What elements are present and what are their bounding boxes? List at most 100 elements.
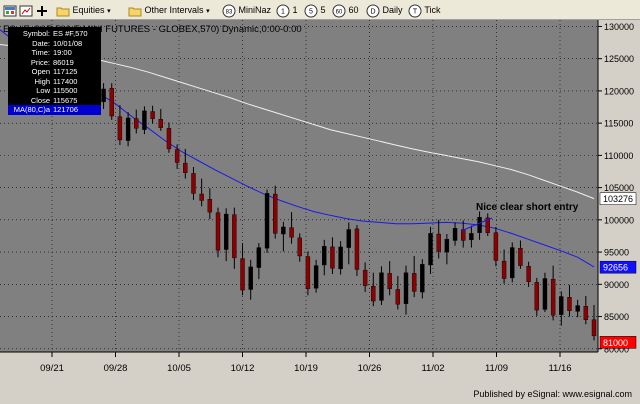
data-window-row: Price: 86019 — [8, 58, 101, 68]
chart-icon[interactable] — [19, 2, 33, 18]
data-window-key: Date: — [32, 38, 50, 48]
data-window-key: Low — [36, 86, 50, 95]
x-tick-label: 09/28 — [104, 363, 128, 374]
candle-body — [150, 111, 155, 119]
candle-body — [485, 217, 490, 233]
data-window-value: 86019 — [53, 57, 74, 67]
interval-icon: 1 — [276, 4, 290, 18]
candle-body — [411, 273, 417, 292]
candle-body — [444, 238, 450, 253]
candle-body — [117, 116, 123, 141]
candle-body — [354, 228, 360, 270]
candle-body — [289, 227, 294, 238]
data-window-value: 19:00 — [53, 48, 72, 57]
y-tick-label: 85000 — [604, 312, 629, 322]
candle-body — [436, 233, 441, 252]
svg-text:T: T — [413, 8, 418, 15]
candle-body — [101, 88, 106, 103]
data-window-value: ES #F,570 — [53, 29, 88, 38]
candle-body — [248, 266, 253, 290]
daily-label: Daily — [382, 5, 403, 15]
data-window-key: High — [34, 76, 50, 86]
svg-text:1: 1 — [281, 8, 285, 15]
candle-body — [395, 289, 401, 305]
interval-1-label: 1 — [292, 5, 298, 15]
data-window-key: Price: — [30, 57, 50, 67]
x-tick-label: 11/02 — [421, 363, 444, 374]
candle-body — [183, 162, 188, 173]
candle-body — [330, 246, 335, 269]
white-ma-tag-box — [599, 192, 637, 205]
candle-body — [518, 248, 523, 266]
data-window-value: 115500 — [53, 86, 78, 95]
last-price-tag-label: 81000 — [603, 338, 628, 348]
candle-body — [469, 233, 474, 241]
candle-body — [452, 228, 458, 241]
data-window-key: Symbol: — [22, 29, 50, 38]
svg-text:60: 60 — [336, 9, 343, 15]
interval-5-button[interactable]: 5 5 — [304, 2, 326, 18]
toolbar: Equities ▾ Other Intervals ▾ 83 MiniNaz … — [0, 0, 640, 20]
other-intervals-menu[interactable]: Other Intervals ▾ — [128, 2, 210, 18]
candle-body — [199, 193, 204, 201]
interval-1-button[interactable]: 1 1 — [276, 2, 298, 18]
candle-body — [191, 173, 196, 194]
candle-body — [346, 229, 351, 248]
x-tick-label: 11/09 — [485, 363, 508, 374]
add-icon[interactable] — [36, 2, 48, 18]
daily-button[interactable]: D Daily — [366, 2, 403, 18]
y-tick-label: 115000 — [604, 119, 633, 129]
candle-body — [232, 214, 237, 259]
data-window-row: Date: 10/01/08 — [8, 39, 101, 49]
y-tick-label: 90000 — [604, 280, 629, 290]
data-window-row: MA(80,C)a 121706 — [8, 105, 101, 115]
y-tick-label: 95000 — [604, 248, 629, 258]
footer: Published by eSignal: www.esignal.com — [0, 386, 640, 404]
candle-body — [493, 232, 499, 261]
candle-body — [559, 296, 564, 315]
candle-body — [215, 212, 221, 251]
candle-body — [264, 193, 270, 249]
candle-body — [371, 286, 376, 302]
page-setup-icon[interactable] — [3, 2, 17, 18]
candle-body — [305, 256, 311, 290]
price-tags: 103276 92656 81000 — [599, 192, 637, 349]
last-price-tag-box — [599, 336, 637, 349]
chevron-down-icon: ▾ — [206, 8, 210, 15]
equities-label: Equities — [72, 5, 105, 15]
candle-body — [591, 319, 597, 337]
tick-button[interactable]: T Tick — [408, 2, 441, 18]
y-tick-label: 120000 — [604, 86, 634, 96]
data-window[interactable]: Symbol: ES #F,570 Date: 10/01/08 Time: 19:00 P… — [8, 27, 101, 115]
tick-icon: T — [408, 4, 422, 18]
candle-body — [281, 226, 286, 235]
x-tick-label: 11/16 — [548, 363, 571, 374]
y-tick-label: 80000 — [604, 344, 629, 354]
candle-body — [379, 272, 384, 301]
candle-body — [387, 273, 392, 290]
equities-menu[interactable]: Equities ▾ — [56, 2, 111, 18]
data-window-value: 117400 — [53, 76, 78, 86]
chart-title: ES #F, S&P 500 E MINI FUTURES - GLOBEX,5… — [3, 24, 302, 35]
x-tick-label: 10/12 — [231, 363, 255, 374]
candle-body — [174, 149, 180, 163]
candle-body — [297, 237, 302, 257]
candle-body — [575, 305, 580, 312]
candle-body — [420, 264, 425, 293]
y-tick-label: 125000 — [604, 54, 634, 64]
other-intervals-label: Other Intervals — [144, 5, 204, 15]
data-window-row: Time: 19:00 — [8, 48, 101, 58]
candle-body — [567, 297, 572, 311]
x-tick-label: 10/05 — [167, 363, 191, 374]
mininaz-button[interactable]: 83 MiniNaz — [222, 2, 271, 18]
y-tick-label: 110000 — [604, 151, 633, 161]
annotation-text: Nice clear short entry — [476, 202, 579, 213]
annotation: Nice clear short entry — [460, 202, 579, 232]
interval-60-button[interactable]: 60 60 — [332, 2, 359, 18]
candle-body — [273, 193, 278, 234]
candle-body — [109, 88, 114, 117]
published-by: Published by eSignal: www.esignal.com — [473, 389, 632, 399]
candle-body — [125, 117, 131, 141]
y-tick-label: 100000 — [604, 215, 634, 225]
data-window-row: High 117400 — [8, 77, 101, 87]
